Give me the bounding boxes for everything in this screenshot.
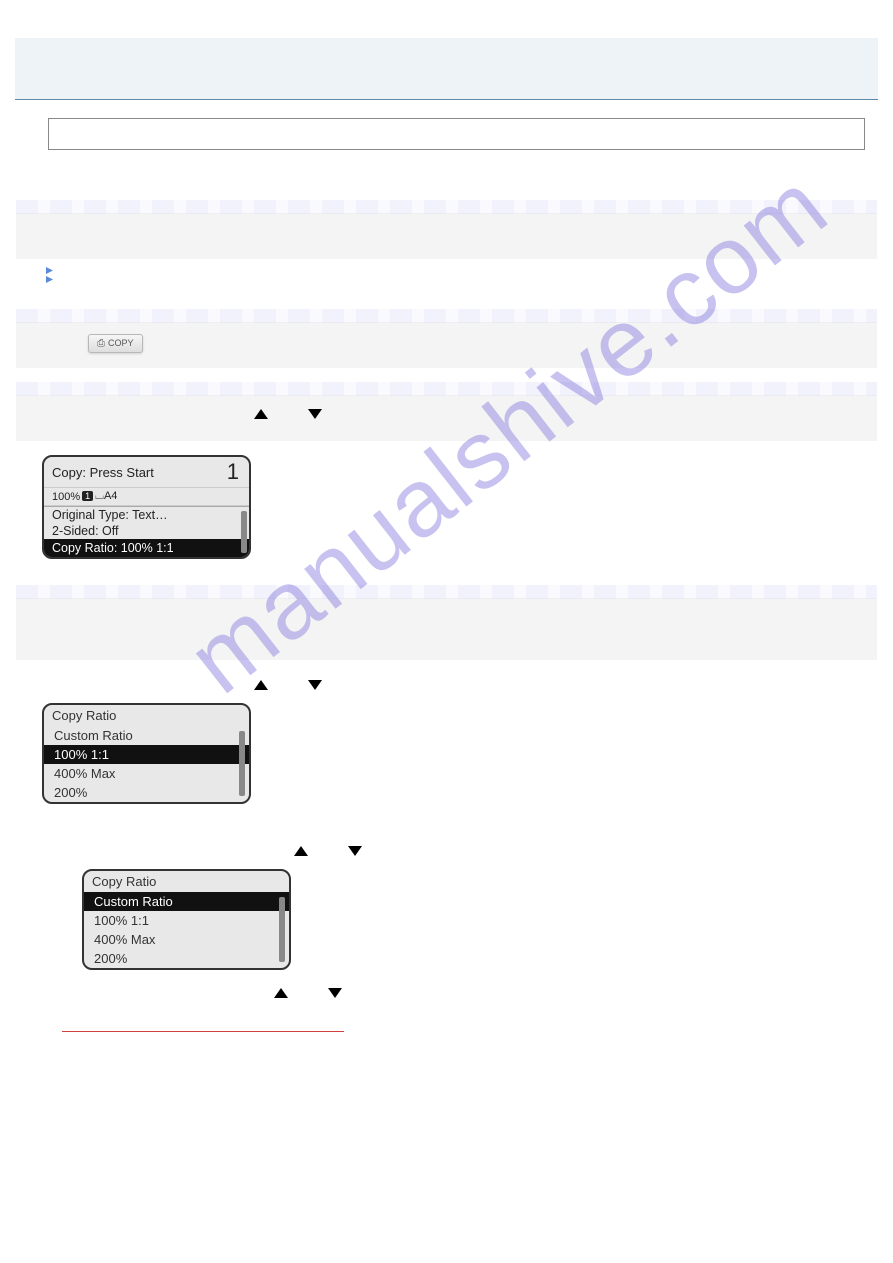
arrow-row-4 (56, 986, 877, 1001)
step-band-3 (16, 395, 877, 441)
main-content: COPY Copy: Press Start 1 100% 1⌴A4 Origi… (16, 200, 877, 1032)
arrow-row-3 (56, 844, 877, 859)
step-band-4 (16, 598, 877, 660)
lcd2-opt-3: 200% (44, 783, 249, 802)
lcd1-highlighted: Copy Ratio: 100% 1:1 (44, 539, 249, 557)
lcd3-opt-1: 100% 1:1 (84, 911, 289, 930)
lcd2-scrollbar (239, 731, 245, 796)
arrow-up-icon (274, 988, 288, 998)
lcd3-title: Copy Ratio (84, 871, 289, 892)
lcd-screen-2: Copy Ratio Custom Ratio 100% 1:1 400% Ma… (42, 703, 251, 804)
decor-dashes (16, 382, 877, 396)
lcd2-opt-1: 100% 1:1 (44, 745, 249, 764)
arrow-row-2 (56, 678, 877, 693)
lcd1-paper: A4 (104, 490, 117, 502)
arrow-pair (236, 678, 340, 693)
lcd2-title: Copy Ratio (44, 705, 249, 726)
bullet-icon (46, 276, 53, 283)
arrow-up-icon (254, 409, 268, 419)
lcd3-opt-3: 200% (84, 949, 289, 968)
tray-icon: ⌴ (95, 490, 104, 502)
bullet-icon (46, 267, 53, 274)
lcd-screen-3: Copy Ratio Custom Ratio 100% 1:1 400% Ma… (82, 869, 291, 970)
copy-button[interactable]: COPY (88, 334, 143, 353)
link-row (46, 267, 877, 274)
lcd1-title: Copy: Press Start (52, 465, 154, 480)
arrow-up-icon (294, 846, 308, 856)
decor-dashes (16, 309, 877, 323)
arrow-pair (236, 407, 340, 422)
outline-box (48, 118, 865, 150)
arrow-down-icon (308, 409, 322, 419)
arrow-down-icon (328, 988, 342, 998)
link-list (46, 267, 877, 283)
step-band-1 (16, 213, 877, 259)
lcd1-ratio: 100% (52, 491, 80, 503)
link-row (46, 276, 877, 283)
decor-dashes (16, 200, 877, 214)
arrow-down-icon (348, 846, 362, 856)
lcd-screen-1: Copy: Press Start 1 100% 1⌴A4 Original T… (42, 455, 251, 559)
lcd2-opt-2: 400% Max (44, 764, 249, 783)
lcd1-copies: 1 (227, 459, 241, 485)
header-bar (15, 38, 878, 100)
decor-dashes (16, 585, 877, 599)
lcd3-opt-0: Custom Ratio (84, 892, 289, 911)
lcd3-opt-2: 400% Max (84, 930, 289, 949)
lcd2-opt-0: Custom Ratio (44, 726, 249, 745)
lcd1-tray-badge: 1 (82, 491, 93, 501)
red-underline (62, 1031, 344, 1032)
arrow-down-icon (308, 680, 322, 690)
lcd1-menu: Original Type: Text… 2-Sided: Off Copy R… (44, 506, 249, 557)
arrow-pair (256, 986, 360, 1001)
lcd1-title-row: Copy: Press Start 1 (44, 457, 249, 488)
lcd1-line2: 2-Sided: Off (44, 523, 249, 539)
arrow-up-icon (254, 680, 268, 690)
step-band-2: COPY (16, 322, 877, 368)
arrow-pair (276, 844, 380, 859)
lcd3-scrollbar (279, 897, 285, 962)
lcd1-status-row: 100% 1⌴A4 (44, 488, 249, 506)
lcd1-line1: Original Type: Text… (44, 507, 249, 523)
